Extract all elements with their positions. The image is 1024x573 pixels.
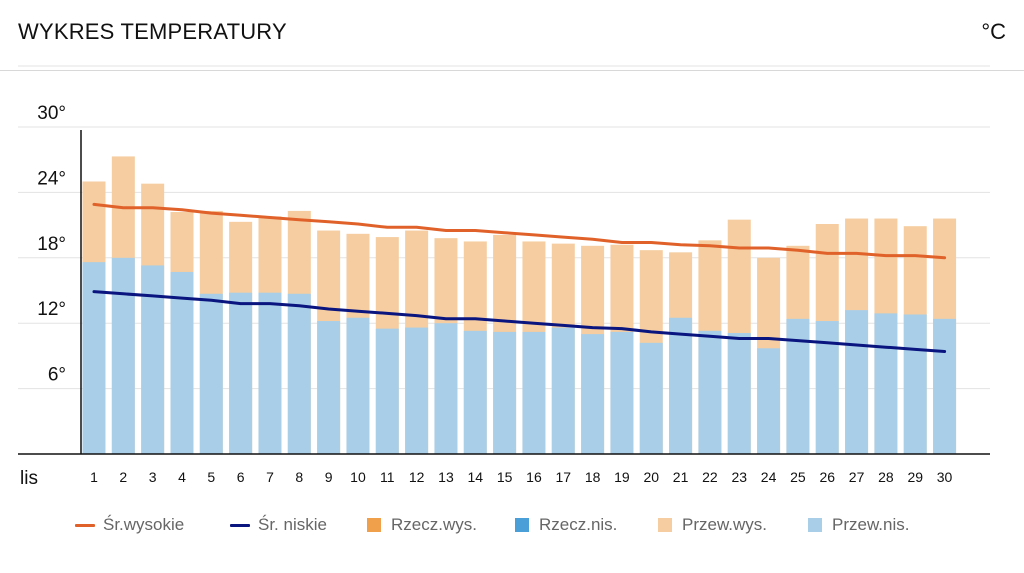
x-tick-label: 15: [497, 469, 513, 485]
bar-Przew.nis.: [287, 293, 311, 454]
legend-item[interactable]: Rzecz.nis.: [515, 512, 617, 538]
temperature-chart: 6°12°18°24°30°lis 1 2 3 4 5 6 7 8 9 10 11 12 13 14 15 16…: [18, 65, 990, 489]
legend-item[interactable]: Śr.wysokie: [75, 512, 184, 538]
bar-Przew.nis.: [317, 321, 341, 454]
bar-Przew.nis.: [551, 327, 575, 454]
x-tick-label: 28: [878, 469, 894, 485]
legend-label: Przew.wys.: [682, 515, 768, 534]
bar-Przew.nis.: [698, 330, 722, 454]
x-tick-label: 7: [266, 469, 274, 485]
x-tick-label: 1: [90, 469, 98, 485]
x-tick-label: 24: [761, 469, 777, 485]
y-tick-label: 18°: [37, 234, 66, 255]
x-tick-label: 10: [350, 469, 366, 485]
line-Śr. niskie: [92, 290, 947, 353]
bar-Przew.nis.: [375, 328, 399, 454]
bar-Przew.nis.: [610, 331, 634, 454]
unit-label: °C: [981, 19, 1006, 44]
legend-swatch: [367, 518, 381, 532]
x-tick-label: 3: [149, 469, 157, 485]
legend-label: Śr. niskie: [258, 515, 327, 534]
bar-Przew.nis.: [874, 313, 898, 454]
x-tick-label: 22: [702, 469, 718, 485]
bar-Przew.nis.: [757, 348, 781, 454]
bar-Przew.nis.: [727, 333, 751, 454]
bar-Przew.nis.: [933, 318, 957, 454]
bar-Przew.nis.: [141, 265, 165, 454]
bar-Przew.nis.: [111, 257, 135, 454]
bar-Przew.nis.: [786, 318, 810, 454]
bar-Przew.nis.: [434, 323, 458, 454]
legend-swatch: [515, 518, 529, 532]
axes: 6°12°18°24°30°lis 1 2 3 4 5 6 7 8 9 10 11 12 13 14 15 16…: [18, 103, 990, 489]
x-tick-label: 6: [237, 469, 245, 485]
y-tick-label: 24°: [37, 168, 66, 189]
legend-swatch: [808, 518, 822, 532]
legend-item[interactable]: Śr. niskie: [230, 512, 327, 538]
bar-Przew.nis.: [258, 292, 282, 454]
x-tick-label: 21: [673, 469, 689, 485]
bar-Przew.nis.: [82, 262, 106, 454]
bar-Przew.nis.: [199, 293, 223, 454]
x-tick-label: 4: [178, 469, 186, 485]
x-tick-label: 5: [207, 469, 215, 485]
y-tick-label: 30°: [37, 103, 66, 124]
bar-Przew.nis.: [581, 334, 605, 454]
legend-swatch: [230, 523, 250, 527]
bar-Przew.nis.: [346, 317, 370, 454]
bar-Przew.nis.: [493, 331, 517, 454]
average-lines: [92, 202, 947, 353]
legend-label: Śr.wysokie: [103, 515, 185, 534]
x-tick-label: 16: [526, 469, 542, 485]
legend-label: Rzecz.wys.: [391, 515, 477, 534]
legend-swatch: [658, 518, 672, 532]
bar-Przew.nis.: [845, 310, 869, 454]
x-axis-label: lis: [20, 468, 38, 489]
x-tick-label: 14: [468, 469, 484, 485]
x-tick-label: 13: [438, 469, 454, 485]
legend-label: Przew.nis.: [832, 515, 910, 534]
bar-Przew.nis.: [669, 317, 693, 454]
bar-Przew.nis.: [522, 331, 546, 454]
legend-label: Rzecz.nis.: [539, 515, 618, 534]
x-tick-label: 27: [849, 469, 865, 485]
chart-title: WYKRES TEMPERATURY: [18, 19, 287, 44]
x-tick-label: 30: [937, 469, 953, 485]
bar-Przew.nis.: [815, 321, 839, 454]
line-Śr.wysokie: [92, 202, 947, 260]
legend-swatch: [75, 523, 95, 527]
x-tick-label: 11: [380, 469, 395, 485]
y-tick-label: 12°: [37, 299, 66, 320]
bars: [82, 156, 957, 454]
x-tick-label: 2: [119, 469, 127, 485]
bar-Przew.nis.: [405, 327, 429, 454]
x-tick-label: 26: [819, 469, 835, 485]
x-tick-label: 20: [643, 469, 659, 485]
chart-legend: Śr.wysokie Śr. niskie Rzecz.wys. Rzecz.nis.…: [0, 512, 1024, 538]
legend-item[interactable]: Rzecz.wys.: [367, 512, 477, 538]
bar-Przew.nis.: [229, 292, 253, 454]
x-tick-label: 19: [614, 469, 630, 485]
x-tick-label: 9: [325, 469, 333, 485]
bar-Przew.nis.: [170, 271, 194, 454]
x-tick-label: 8: [295, 469, 303, 485]
x-tick-label: 25: [790, 469, 806, 485]
x-tick-label: 29: [907, 469, 923, 485]
bar-Przew.nis.: [463, 330, 487, 454]
legend-item[interactable]: Przew.nis.: [808, 512, 909, 538]
bar-Przew.nis.: [903, 314, 927, 454]
x-tick-label: 23: [731, 469, 747, 485]
y-tick-label: 6°: [48, 365, 66, 386]
x-tick-label: 17: [555, 469, 571, 485]
x-tick-label: 12: [409, 469, 425, 485]
x-tick-label: 18: [585, 469, 601, 485]
bar-Przew.nis.: [639, 342, 663, 454]
chart-header: WYKRES TEMPERATURY °C: [0, 0, 1024, 71]
legend-item[interactable]: Przew.wys.: [658, 512, 767, 538]
